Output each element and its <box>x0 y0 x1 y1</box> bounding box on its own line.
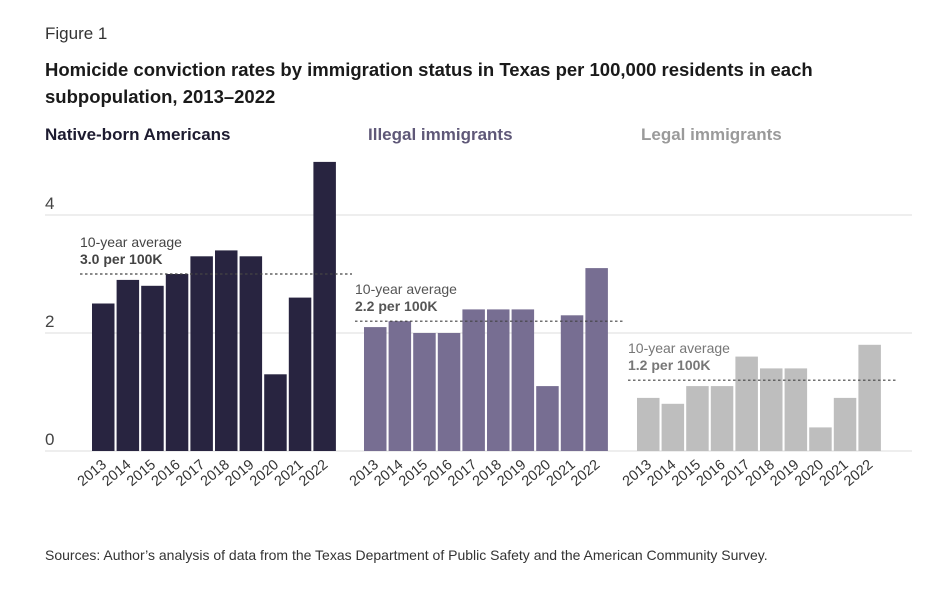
chart-title: Homicide conviction rates by immigration… <box>45 59 813 107</box>
panel-title: Illegal immigrants <box>368 125 513 144</box>
bar <box>264 374 287 451</box>
bar <box>637 397 660 451</box>
bar <box>487 309 510 451</box>
average-value-label: 2.2 per 100K <box>355 298 438 314</box>
y-tick-label: 0 <box>45 430 54 449</box>
average-value-label: 3.0 per 100K <box>80 251 163 267</box>
bar <box>735 356 758 451</box>
y-tick-label: 2 <box>45 312 54 331</box>
bar <box>116 279 140 451</box>
bar <box>511 309 535 451</box>
figure-label: Figure 1 <box>45 24 108 43</box>
bar <box>388 321 412 451</box>
bar <box>560 315 584 451</box>
bar <box>364 327 387 451</box>
bar <box>239 256 263 451</box>
panel-title: Native-born Americans <box>45 125 230 144</box>
x-tick-label: 2022 <box>568 457 603 490</box>
bar <box>92 303 115 451</box>
bar <box>784 368 808 451</box>
panel-title: Legal immigrants <box>641 125 782 144</box>
bar <box>288 297 312 451</box>
bar <box>760 368 783 451</box>
bar <box>710 386 734 451</box>
x-tick-label: 2022 <box>296 457 331 490</box>
bar <box>437 333 461 451</box>
bar <box>190 256 213 451</box>
bar <box>686 386 709 451</box>
bar <box>462 309 485 451</box>
average-label: 10-year average <box>355 281 457 297</box>
source-note: Sources: Author’s analysis of data from … <box>45 547 768 563</box>
average-label: 10-year average <box>80 234 182 250</box>
bar <box>585 268 608 451</box>
bar <box>661 403 685 451</box>
y-tick-label: 4 <box>45 194 54 213</box>
bar <box>413 333 436 451</box>
bar <box>858 344 881 451</box>
average-label: 10-year average <box>628 340 730 356</box>
bar <box>809 427 832 451</box>
x-tick-label: 2022 <box>841 457 876 490</box>
bar <box>141 285 164 451</box>
bar <box>833 397 857 451</box>
bar <box>313 161 336 451</box>
bar <box>536 386 559 451</box>
bar <box>215 250 238 451</box>
average-value-label: 1.2 per 100K <box>628 357 711 373</box>
bar <box>165 274 189 451</box>
